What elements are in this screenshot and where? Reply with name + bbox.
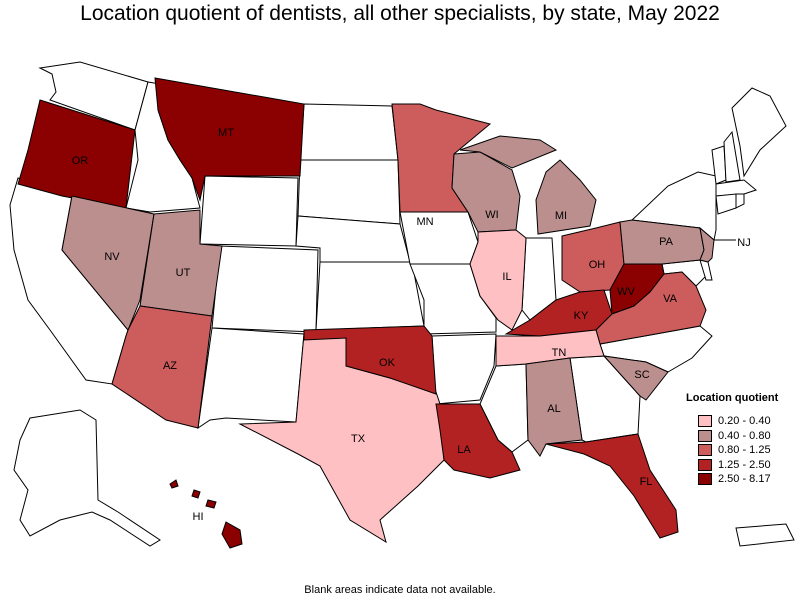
state-IA[interactable]: [399, 211, 479, 265]
label-MT: MT: [218, 127, 234, 139]
legend-item: 0.20 - 0.40: [686, 414, 778, 429]
state-ME[interactable]: [731, 87, 787, 178]
state-CO[interactable]: [211, 245, 319, 333]
state-SC[interactable]: [602, 355, 669, 401]
label-AZ: AZ: [163, 360, 177, 372]
legend-swatch: [698, 473, 712, 486]
state-FL[interactable]: [545, 433, 679, 539]
state-IL[interactable]: [469, 229, 527, 331]
state-OR[interactable]: [17, 99, 136, 209]
label-FL: FL: [640, 476, 653, 488]
legend: Location quotient 0.20 - 0.40 0.40 - 0.80…: [686, 392, 778, 487]
state-labels: OR MT NV UT AZ TX OK MN WI IL MI OH KY W…: [72, 127, 751, 523]
state-NH[interactable]: [723, 130, 741, 183]
legend-label: 1.25 - 2.50: [718, 458, 771, 471]
legend-label: 0.80 - 1.25: [718, 444, 771, 457]
state-NM[interactable]: [197, 327, 305, 430]
label-TN: TN: [552, 347, 567, 359]
legend-title: Location quotient: [686, 392, 779, 404]
label-LA: LA: [457, 444, 471, 456]
label-WV: WV: [617, 286, 635, 298]
label-WI: WI: [485, 209, 498, 221]
legend-label: 0.40 - 0.80: [718, 429, 771, 442]
map-title: Location quotient of dentists, all other…: [80, 2, 720, 25]
label-OK: OK: [379, 357, 396, 369]
label-OH: OH: [589, 259, 606, 271]
legend-label: 2.50 - 8.17: [718, 473, 771, 486]
legend-swatch: [698, 429, 712, 442]
legend-swatch: [698, 458, 712, 471]
territory-PR[interactable]: [735, 523, 795, 547]
legend-swatch: [698, 415, 712, 428]
state-AK[interactable]: [13, 409, 161, 547]
state-AZ[interactable]: [111, 305, 213, 429]
label-MI: MI: [555, 210, 567, 222]
state-CT[interactable]: [715, 193, 737, 215]
legend-item: 1.25 - 2.50: [686, 458, 778, 473]
label-IL: IL: [502, 271, 511, 283]
footnote: Blank areas indicate data not available.: [304, 584, 496, 596]
state-RI[interactable]: [735, 193, 745, 209]
label-OR: OR: [72, 155, 89, 167]
state-KS[interactable]: [315, 261, 425, 331]
label-TX: TX: [351, 433, 366, 445]
label-MN: MN: [416, 216, 433, 228]
label-PA: PA: [659, 236, 674, 248]
state-WY[interactable]: [199, 175, 299, 247]
legend-item: 2.50 - 8.17: [686, 472, 778, 487]
state-WA[interactable]: [38, 61, 149, 131]
state-NV[interactable]: [61, 195, 155, 331]
legend-item: 0.40 - 0.80: [686, 429, 778, 444]
label-NV: NV: [104, 251, 120, 263]
state-OK[interactable]: [303, 325, 437, 395]
state-HI[interactable]: [169, 479, 243, 549]
label-SC: SC: [634, 369, 649, 381]
label-HI: HI: [193, 511, 204, 523]
state-MA[interactable]: [715, 179, 758, 197]
label-AL: AL: [547, 403, 560, 415]
legend-swatch: [698, 444, 712, 457]
label-VA: VA: [663, 293, 678, 305]
state-MI[interactable]: [459, 135, 597, 235]
label-UT: UT: [176, 267, 191, 279]
state-MT[interactable]: [154, 77, 305, 202]
no-data-states: [9, 61, 795, 547]
state-SD[interactable]: [297, 159, 401, 225]
label-KY: KY: [574, 310, 589, 322]
state-LA[interactable]: [435, 403, 521, 479]
legend-label: 0.20 - 0.40: [718, 415, 771, 428]
legend-item: 0.80 - 1.25: [686, 443, 778, 458]
label-NJ: NJ: [737, 237, 750, 249]
state-ND[interactable]: [299, 103, 399, 161]
